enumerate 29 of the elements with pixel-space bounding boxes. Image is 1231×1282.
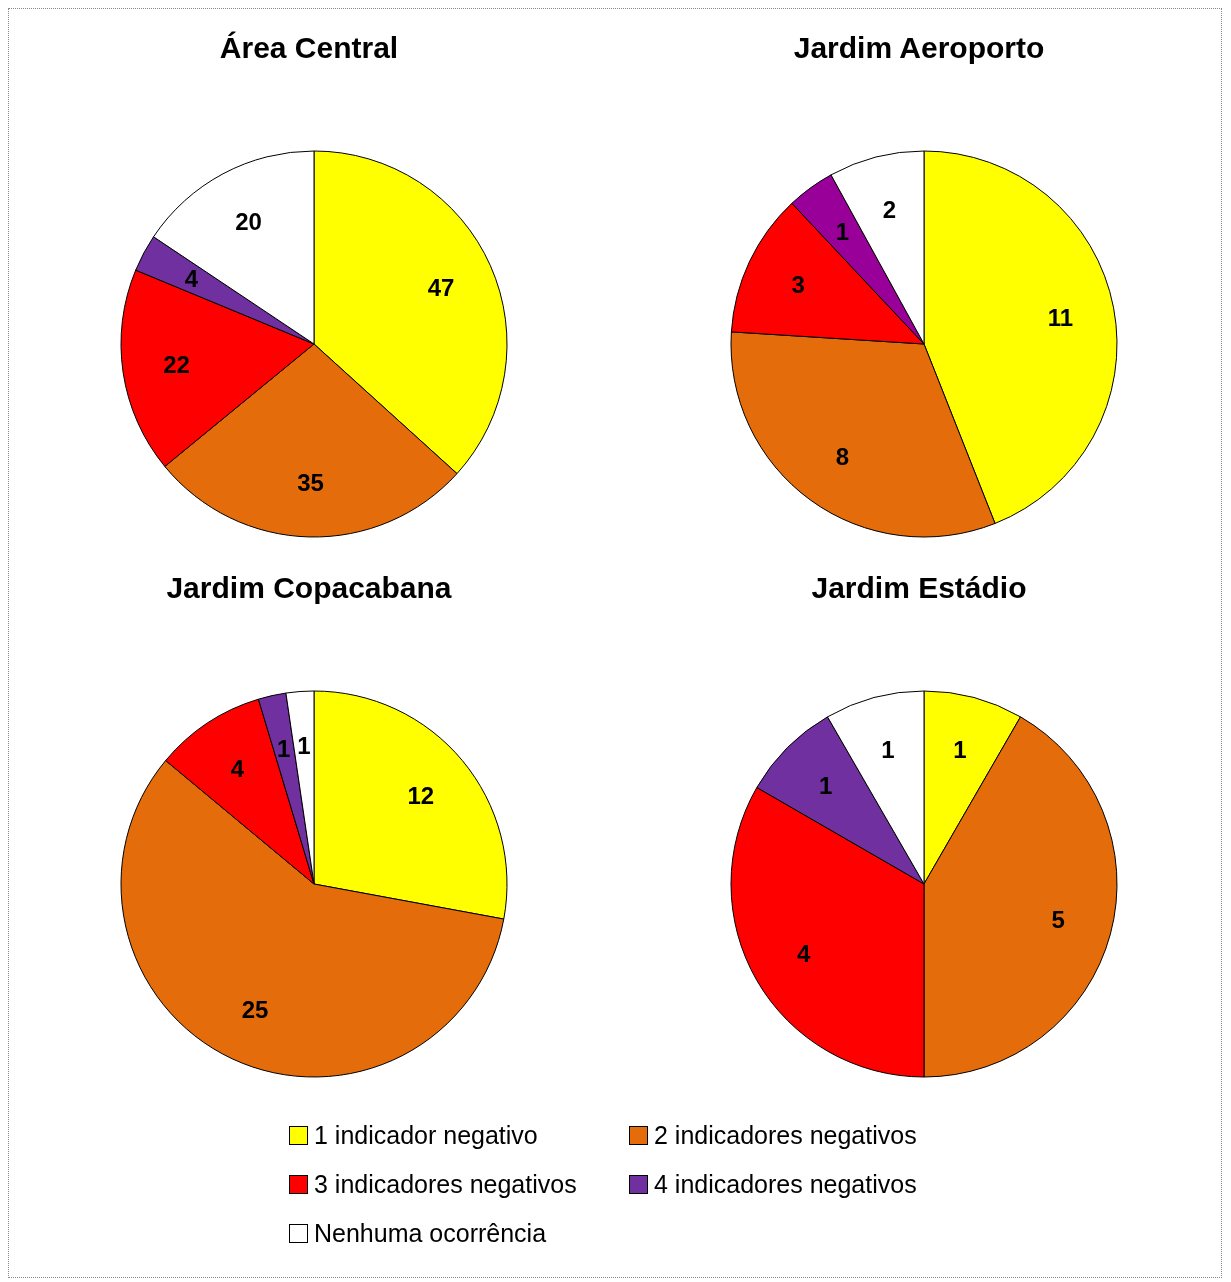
data-label: 20 (235, 207, 262, 235)
legend-label: Nenhuma ocorrência (314, 1219, 547, 1248)
data-label: 4 (796, 939, 811, 967)
legend-label: 1 indicador negativo (314, 1121, 538, 1150)
data-label: 1 (297, 731, 311, 759)
data-label: 12 (407, 781, 435, 809)
data-label: 22 (163, 350, 190, 378)
chart-title: Área Central (218, 31, 400, 65)
data-label: 1 (277, 734, 291, 762)
data-label: 47 (427, 274, 455, 302)
data-label: 1 (953, 736, 967, 764)
data-label: 1 (819, 772, 833, 800)
chart-title: Jardim Copacabana (165, 571, 453, 605)
data-label: 5 (1051, 906, 1065, 934)
data-label: 2 (882, 195, 897, 223)
legend-label: 3 indicadores negativos (314, 1170, 577, 1199)
data-label: 25 (241, 996, 269, 1024)
legend-label: 2 indicadores negativos (654, 1121, 917, 1150)
data-label: 4 (184, 264, 199, 292)
chart-title: Jardim Estádio (810, 571, 1028, 605)
data-label: 3 (791, 271, 805, 299)
legend-label: 4 indicadores negativos (654, 1170, 917, 1199)
data-label: 1 (881, 736, 895, 764)
data-label: 35 (297, 469, 324, 497)
data-label: 4 (230, 754, 245, 782)
chart-title: Jardim Aeroporto (792, 31, 1046, 65)
data-label: 8 (835, 442, 849, 470)
data-label: 1 (835, 218, 849, 246)
data-label: 11 (1047, 304, 1074, 332)
